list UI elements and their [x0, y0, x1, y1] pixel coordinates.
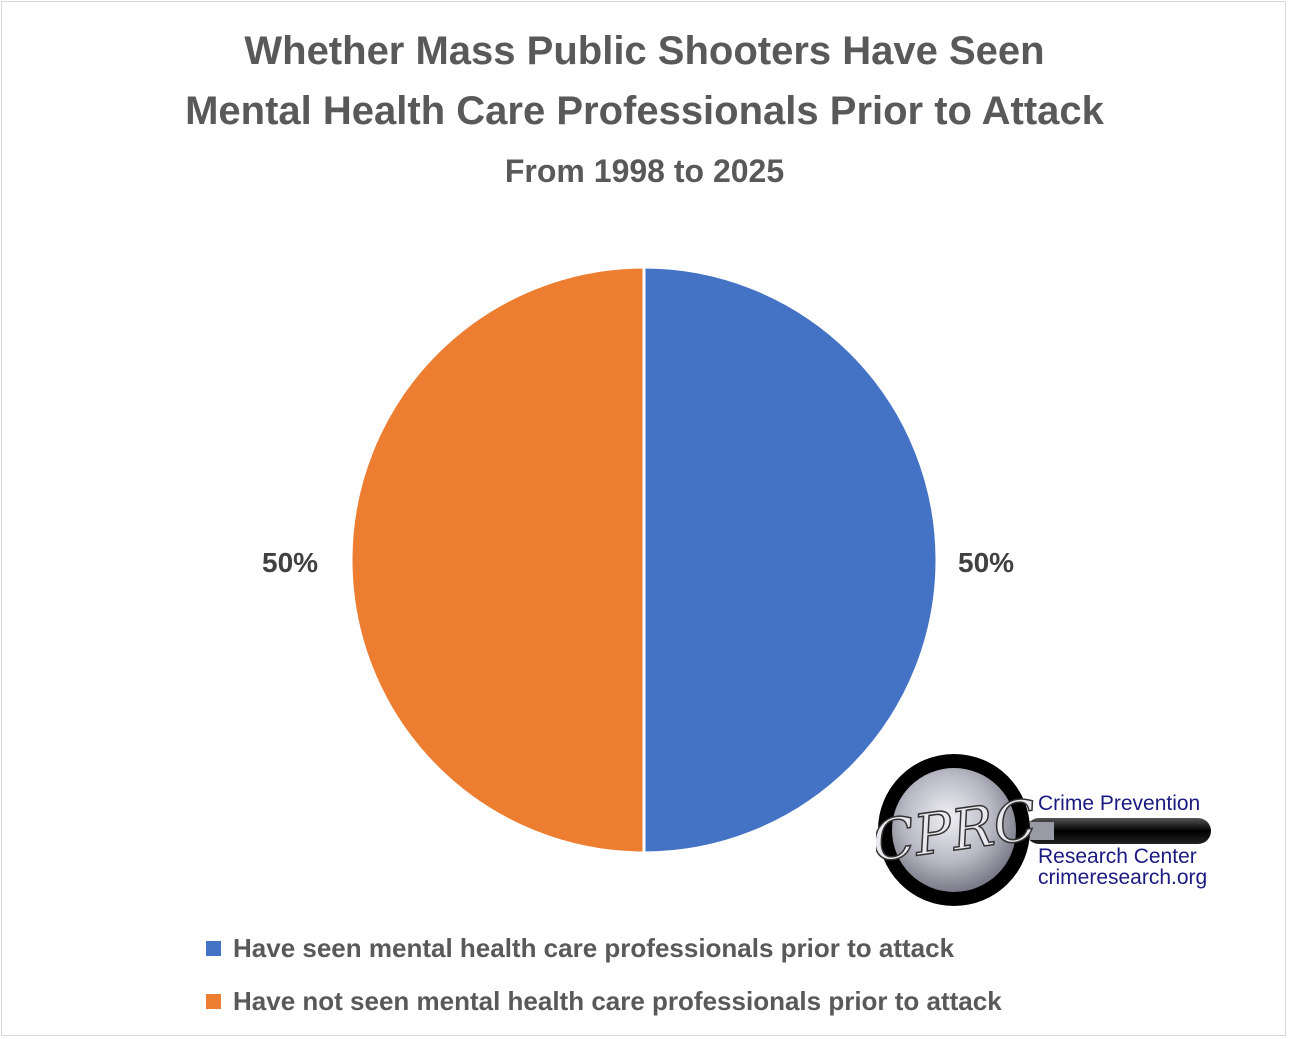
data-label-seen: 50% [958, 547, 1015, 578]
pie-slice-not-seen [349, 265, 646, 855]
chart-subtitle: From 1998 to 2025 [504, 153, 785, 189]
legend-item-seen: Have seen mental health care professiona… [206, 931, 954, 965]
legend-swatch-not-seen [206, 993, 221, 1009]
logo-line-2: Research Center [1038, 845, 1197, 868]
logo-line-3: crimeresearch.org [1038, 866, 1208, 889]
magnifier-handle [1026, 818, 1211, 844]
legend-label-seen: Have seen mental health care professiona… [233, 933, 955, 963]
chart-title-line-2: Mental Health Care Professionals Prior t… [185, 89, 1104, 133]
legend-swatch-seen [206, 940, 221, 956]
data-label-not-seen: 50% [262, 547, 319, 578]
legend-item-not-seen: Have not seen mental health care profess… [206, 984, 1002, 1018]
cprc-logo: CPRC [876, 754, 1211, 906]
magnifier-neck [1024, 822, 1054, 840]
chart-title: Whether Mass Public Shooters Have Seen [244, 29, 1045, 73]
pie-slice-seen [642, 265, 939, 855]
logo-line-1: Crime Prevention [1038, 792, 1201, 815]
magnifier-lens [892, 768, 1016, 892]
legend-label-not-seen: Have not seen mental health care profess… [233, 986, 1002, 1016]
